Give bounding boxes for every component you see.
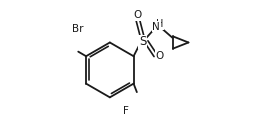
Text: Br: Br <box>72 24 84 34</box>
Text: F: F <box>123 106 129 116</box>
Text: N: N <box>152 22 160 32</box>
Text: S: S <box>139 35 146 48</box>
Text: H: H <box>156 19 163 29</box>
Text: O: O <box>155 51 163 61</box>
Text: O: O <box>134 10 142 20</box>
